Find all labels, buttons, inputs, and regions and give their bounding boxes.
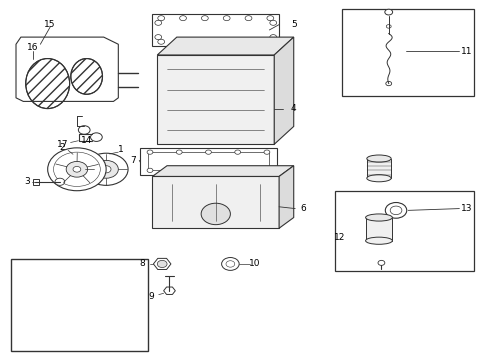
Circle shape [205,150,211,154]
Circle shape [155,35,162,40]
Circle shape [91,133,102,141]
Circle shape [226,261,235,267]
Circle shape [53,152,100,186]
Circle shape [245,39,252,44]
Circle shape [180,39,186,44]
Circle shape [223,16,230,21]
Circle shape [245,16,252,21]
Circle shape [78,126,90,134]
Circle shape [221,257,239,270]
Ellipse shape [367,175,391,182]
Text: 2: 2 [59,143,65,152]
Circle shape [84,153,128,185]
Text: 11: 11 [461,47,472,56]
Text: 17: 17 [56,140,68,149]
Bar [152,176,279,228]
Circle shape [390,206,402,215]
Bar [157,55,274,144]
Circle shape [157,260,167,267]
Ellipse shape [366,237,392,244]
Circle shape [386,81,392,86]
Circle shape [155,20,162,25]
Circle shape [235,150,241,154]
Circle shape [267,39,274,44]
Ellipse shape [71,59,102,94]
Circle shape [201,203,230,225]
Ellipse shape [26,59,70,109]
Text: 3: 3 [24,177,29,186]
Text: 12: 12 [334,233,346,242]
Polygon shape [279,166,294,228]
Ellipse shape [366,214,392,221]
Text: 14: 14 [81,136,92,145]
Circle shape [267,16,274,21]
Circle shape [158,16,165,21]
Text: 7: 7 [130,156,136,165]
Circle shape [147,150,153,154]
Circle shape [158,39,165,44]
Circle shape [235,168,241,172]
Bar [335,191,474,271]
Circle shape [223,39,230,44]
Bar [33,179,39,185]
Circle shape [147,168,153,172]
Text: 6: 6 [300,204,306,213]
Bar [367,158,391,178]
Text: 13: 13 [461,204,472,213]
Bar [366,217,392,241]
Circle shape [201,39,208,44]
Circle shape [66,161,88,177]
Circle shape [264,150,270,154]
Circle shape [385,203,407,218]
Bar [147,152,270,170]
Text: 4: 4 [291,104,296,113]
Circle shape [385,9,392,15]
Text: 9: 9 [148,292,154,301]
Circle shape [180,16,186,21]
Polygon shape [274,37,294,144]
Circle shape [176,150,182,154]
Circle shape [55,178,65,185]
Circle shape [176,168,182,172]
Circle shape [73,166,81,172]
Text: 15: 15 [45,20,56,29]
Circle shape [205,168,211,172]
Text: 1: 1 [118,145,123,154]
Circle shape [386,24,391,28]
Circle shape [270,20,277,25]
Text: 16: 16 [27,43,39,52]
Bar [140,148,277,175]
Circle shape [48,148,106,191]
Text: 8: 8 [140,260,146,269]
Polygon shape [152,166,294,176]
Circle shape [270,35,277,40]
Text: 10: 10 [249,260,261,269]
Circle shape [201,16,208,21]
Circle shape [264,168,270,172]
Circle shape [378,260,385,265]
Bar [152,14,279,46]
Polygon shape [153,258,171,270]
Text: 5: 5 [291,20,296,29]
Polygon shape [157,37,294,55]
Bar [11,258,147,351]
Ellipse shape [367,155,391,162]
Polygon shape [164,287,175,294]
Circle shape [101,166,111,173]
Circle shape [94,160,118,178]
Bar [343,9,474,96]
